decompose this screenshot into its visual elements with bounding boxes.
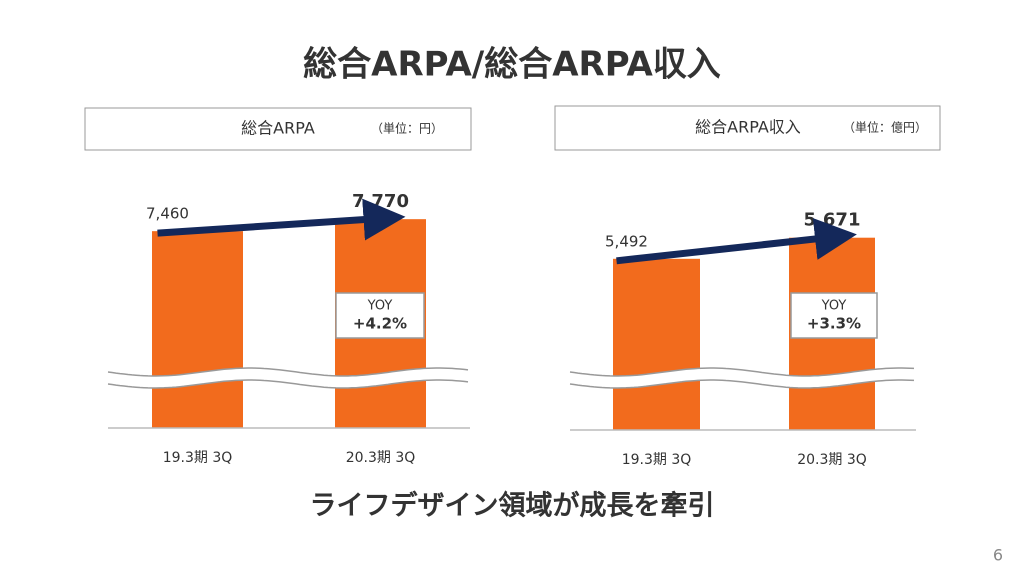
chart-unit: （単位：億円） <box>843 120 927 135</box>
value-label: 7,460 <box>146 205 189 223</box>
value-label: 7,770 <box>352 191 409 212</box>
bar <box>152 231 243 428</box>
yoy-label: YOY <box>821 299 847 314</box>
yoy-box <box>790 292 878 339</box>
yoy-label: YOY <box>367 299 393 314</box>
slide-title: 総合ARPA/総合ARPA収入 <box>303 45 721 85</box>
yoy-value: +3.3% <box>807 315 861 333</box>
axis-break-line <box>569 367 915 377</box>
chart-header-box <box>554 105 941 151</box>
chart-header-box <box>84 107 472 151</box>
chart-unit: （単位：円） <box>371 121 443 136</box>
value-label: 5,671 <box>804 210 861 231</box>
x-tick-label: 19.3期 3Q <box>622 452 692 468</box>
chart-title: 総合ARPA収入 <box>695 118 801 137</box>
axis-break-line <box>107 367 469 377</box>
x-tick-label: 20.3期 3Q <box>346 450 416 466</box>
footer-message: ライフデザイン領域が成長を牽引 <box>310 490 715 522</box>
trend-arrow <box>616 218 857 265</box>
yoy-box <box>335 292 425 339</box>
axis-break-line <box>107 379 469 389</box>
page-number: 6 <box>993 546 1003 565</box>
x-tick-label: 20.3期 3Q <box>797 452 867 468</box>
yoy-value: +4.2% <box>353 315 407 333</box>
x-tick-label: 19.3期 3Q <box>163 450 233 466</box>
axis-break-line <box>569 379 915 389</box>
value-label: 5,492 <box>605 232 648 250</box>
chart-title: 総合ARPA <box>241 119 315 138</box>
bar <box>613 258 700 430</box>
trend-arrow <box>157 198 406 241</box>
